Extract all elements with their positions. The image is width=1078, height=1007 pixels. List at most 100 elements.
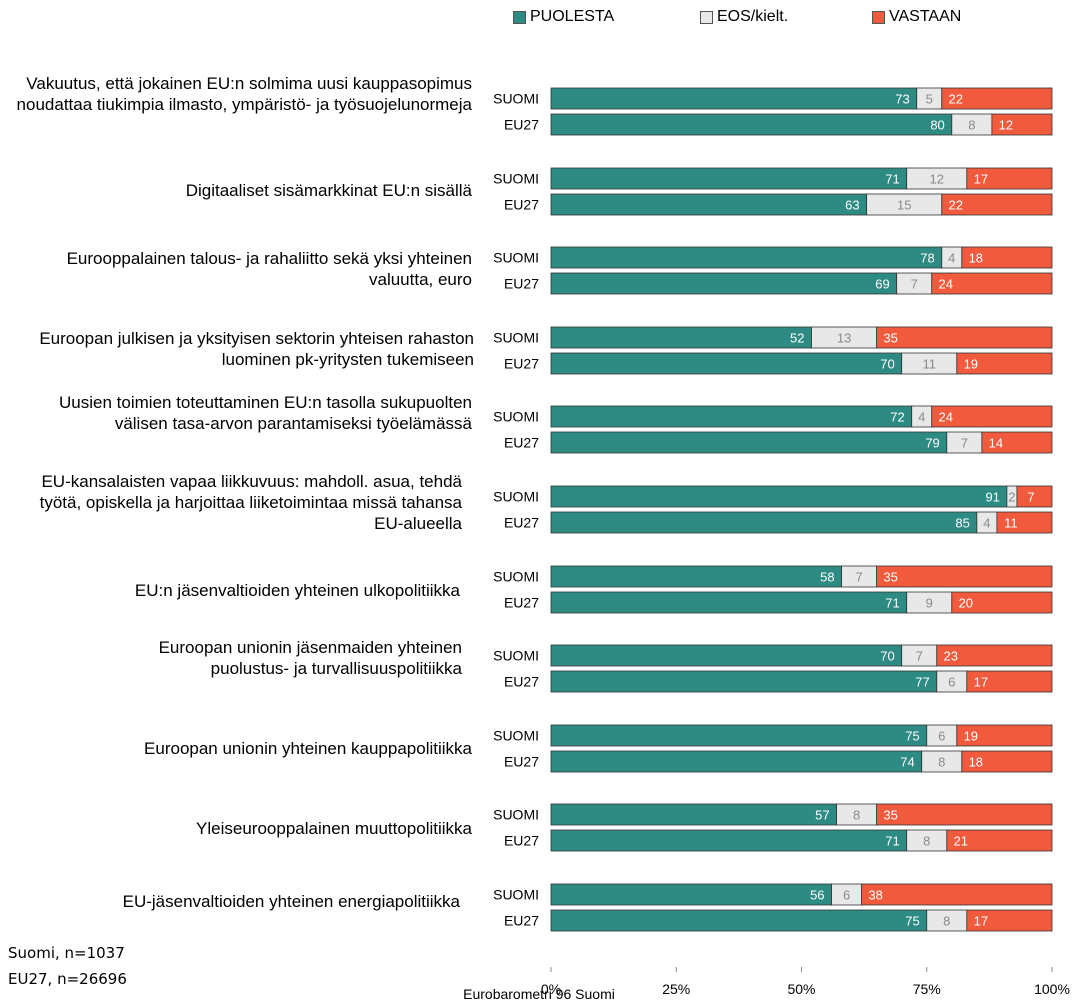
bar-segment-for <box>550 431 948 454</box>
bar-segment-for <box>550 909 928 932</box>
bar-segment-for <box>550 272 898 295</box>
data-label-dk: 6 <box>843 888 850 903</box>
row-label-suomi: SUOMI <box>493 489 539 505</box>
data-label-for: 79 <box>925 436 939 451</box>
bar-segment-against <box>956 352 1053 375</box>
row-label-eu27: EU27 <box>504 913 539 929</box>
data-label-against: 35 <box>883 331 897 346</box>
bar-segment-for <box>550 485 1008 508</box>
bar-segment-against <box>876 326 1053 349</box>
data-label-dk: 9 <box>926 596 933 611</box>
data-label-against: 35 <box>883 808 897 823</box>
data-label-against: 24 <box>939 410 953 425</box>
topic-label-9: Euroopan unionin yhteinen kauppapolitiik… <box>144 739 472 758</box>
data-label-against: 17 <box>974 914 988 929</box>
legend-swatch-puolesta <box>513 10 526 24</box>
topic-label-7: EU:n jäsenvaltioiden yhteinen ulkopoliti… <box>134 581 460 600</box>
data-label-for: 71 <box>885 596 899 611</box>
row-label-eu27: EU27 <box>504 595 539 611</box>
bar-segment-for <box>550 829 908 852</box>
data-label-against: 12 <box>999 118 1013 133</box>
x-tick-label: 25% <box>662 981 690 997</box>
bar-segment-against <box>941 193 1053 216</box>
bar-segment-for <box>550 405 913 428</box>
bar-segment-against <box>876 803 1053 826</box>
data-label-for: 63 <box>845 198 859 213</box>
legend-label-vastaan: VASTAAN <box>889 8 962 25</box>
bar-segment-for <box>550 883 832 906</box>
row-label-eu27: EU27 <box>504 356 539 372</box>
bar-segment-for <box>550 352 903 375</box>
bar-segment-against <box>966 670 1053 693</box>
data-label-dk: 8 <box>938 755 945 770</box>
data-label-for: 74 <box>900 755 914 770</box>
legend-swatch-eos <box>700 10 713 24</box>
data-label-against: 7 <box>1027 490 1034 505</box>
bar-segment-against <box>966 909 1053 932</box>
topic-label-1: Vakuutus, että jokainen EU:n solmima uus… <box>16 74 472 114</box>
bar-segment-against <box>931 405 1053 428</box>
row-label-eu27: EU27 <box>504 754 539 770</box>
data-label-for: 71 <box>885 172 899 187</box>
legend-item-vastaan: VASTAAN <box>872 8 961 26</box>
row-label-suomi: SUOMI <box>493 728 539 744</box>
data-label-for: 91 <box>985 490 999 505</box>
data-label-for: 80 <box>930 118 944 133</box>
data-label-for: 75 <box>905 914 919 929</box>
legend-label-eos: EOS/kielt. <box>717 8 789 25</box>
data-label-dk: 4 <box>918 410 925 425</box>
x-tick-label: 100% <box>1034 981 1070 997</box>
data-label-against: 23 <box>944 649 958 664</box>
row-label-suomi: SUOMI <box>493 330 539 346</box>
data-label-for: 73 <box>895 92 909 107</box>
bar-segment-for <box>550 591 908 614</box>
bar-segment-against <box>876 565 1053 588</box>
row-label-eu27: EU27 <box>504 117 539 133</box>
data-label-against: 11 <box>1004 516 1018 531</box>
data-label-for: 56 <box>810 888 824 903</box>
row-label-suomi: SUOMI <box>493 250 539 266</box>
data-label-for: 58 <box>820 570 834 585</box>
data-label-for: 75 <box>905 729 919 744</box>
bar-segment-against <box>991 113 1053 136</box>
source-note: Eurobarometri 96 Suomi <box>463 986 615 1002</box>
topic-label-11: EU-jäsenvaltioiden yhteinen energiapolit… <box>122 892 460 911</box>
bar-segment-against <box>956 724 1053 747</box>
data-label-dk: 8 <box>943 914 950 929</box>
data-label-against: 22 <box>949 92 963 107</box>
x-tick-label: 50% <box>787 981 815 997</box>
data-label-dk: 13 <box>837 331 851 346</box>
data-label-dk: 5 <box>926 92 933 107</box>
legend-item-puolesta: PUOLESTA <box>513 8 614 26</box>
data-label-against: 38 <box>868 888 882 903</box>
row-label-eu27: EU27 <box>504 674 539 690</box>
legend-label-puolesta: PUOLESTA <box>530 8 615 25</box>
data-label-dk: 2 <box>1008 490 1015 505</box>
bar-segment-against <box>941 87 1053 110</box>
topic-label-8: Euroopan unionin jäsenmaiden yhteinen pu… <box>158 638 462 678</box>
data-label-dk: 7 <box>855 570 862 585</box>
data-label-dk: 7 <box>916 649 923 664</box>
bar-segment-for <box>550 565 842 588</box>
bar-segment-for <box>550 193 868 216</box>
data-label-dk: 4 <box>948 251 955 266</box>
data-label-dk: 8 <box>968 118 975 133</box>
data-label-against: 17 <box>974 172 988 187</box>
legend-item-eos: EOS/kielt. <box>700 8 788 26</box>
row-label-suomi: SUOMI <box>493 409 539 425</box>
data-label-dk: 15 <box>897 198 911 213</box>
data-label-against: 35 <box>883 570 897 585</box>
bar-segment-for <box>550 113 953 136</box>
data-label-against: 19 <box>964 729 978 744</box>
row-label-eu27: EU27 <box>504 515 539 531</box>
data-label-against: 20 <box>959 596 973 611</box>
bar-segment-for <box>550 87 918 110</box>
bar-segment-against <box>951 591 1053 614</box>
footnote-eu27: EU27, n=26696 <box>8 970 127 988</box>
footnote-suomi: Suomi, n=1037 <box>8 944 125 962</box>
topic-label-10: Yleiseurooppalainen muuttopolitiikka <box>196 819 472 838</box>
bar-segment-for <box>550 670 938 693</box>
bar-segment-for <box>550 246 943 269</box>
bar-segment-against <box>936 644 1053 667</box>
